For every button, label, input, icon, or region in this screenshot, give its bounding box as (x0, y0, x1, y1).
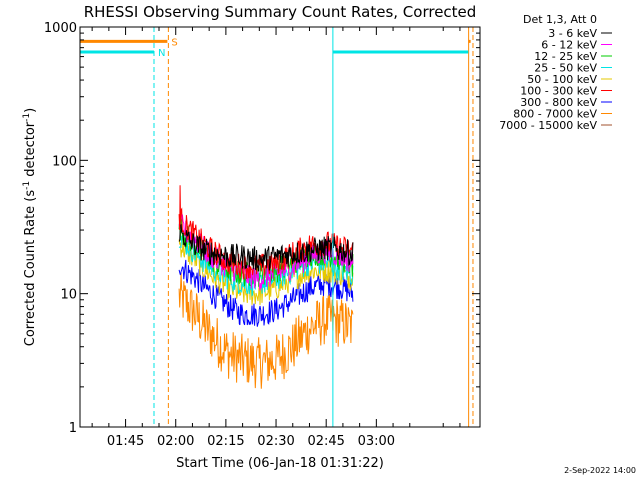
y-axis-ticks: 1 10 100 1000 (44, 21, 480, 436)
legend-header: Det 1,3, Att 0 (523, 13, 597, 26)
x-tick-label: 02:15 (207, 434, 244, 449)
plot-frame (79, 26, 481, 428)
y-tick-label: 10 (60, 288, 77, 303)
y-axis-label-superscript-2: -1 (22, 113, 32, 122)
x-tick-label: 01:45 (107, 434, 144, 449)
series-line (178, 238, 354, 305)
x-axis-label: Start Time (06-Jan-18 01:31:22) (176, 456, 384, 471)
flag-label: N (158, 48, 165, 59)
x-tick-label: 02:45 (307, 434, 344, 449)
series-line (178, 231, 354, 297)
legend-entry-label: 3 - 6 keV (548, 27, 597, 40)
series-line (178, 223, 354, 272)
x-tick-label: 02:00 (157, 434, 194, 449)
y-axis-label-mid: detector (23, 121, 38, 181)
legend-entry-label: 50 - 100 keV (527, 73, 597, 86)
series-spike (179, 185, 182, 231)
y-axis-label-suffix: ) (23, 108, 38, 113)
legend-entry-label: 100 - 300 keV (520, 85, 597, 98)
x-axis-ticks: 01:45 02:00 02:15 02:30 02:45 03:00 (91, 27, 461, 449)
y-axis-label-superscript: -1 (22, 181, 32, 190)
legend-entry-label: 300 - 800 keV (520, 96, 597, 109)
chart-title: RHESSI Observing Summary Count Rates, Co… (84, 3, 477, 21)
legend-entry-label: 6 - 12 keV (541, 39, 597, 52)
y-tick-label: 1000 (44, 21, 77, 36)
legend-entry-label: 12 - 25 keV (534, 50, 597, 63)
legend-entry-label: 800 - 7000 keV (513, 108, 597, 121)
y-axis-label: Corrected Count Rate (s-1 detector-1) (22, 108, 38, 346)
plot-area: SN (80, 27, 474, 427)
flag-label: S (171, 37, 177, 48)
legend-entry-label: 25 - 50 keV (534, 62, 597, 75)
legend-entry-label: 7000 - 15000 keV (499, 119, 597, 132)
y-axis-label-prefix: Corrected Count Rate (s (23, 190, 38, 347)
series-line (178, 210, 354, 291)
y-tick-label: 100 (52, 154, 77, 169)
x-tick-label: 02:30 (257, 434, 294, 449)
timestamp: 2-Sep-2022 14:00 (564, 466, 636, 475)
y-tick-label: 1 (69, 421, 77, 436)
series-line (178, 272, 354, 389)
x-tick-label: 03:00 (358, 434, 395, 449)
